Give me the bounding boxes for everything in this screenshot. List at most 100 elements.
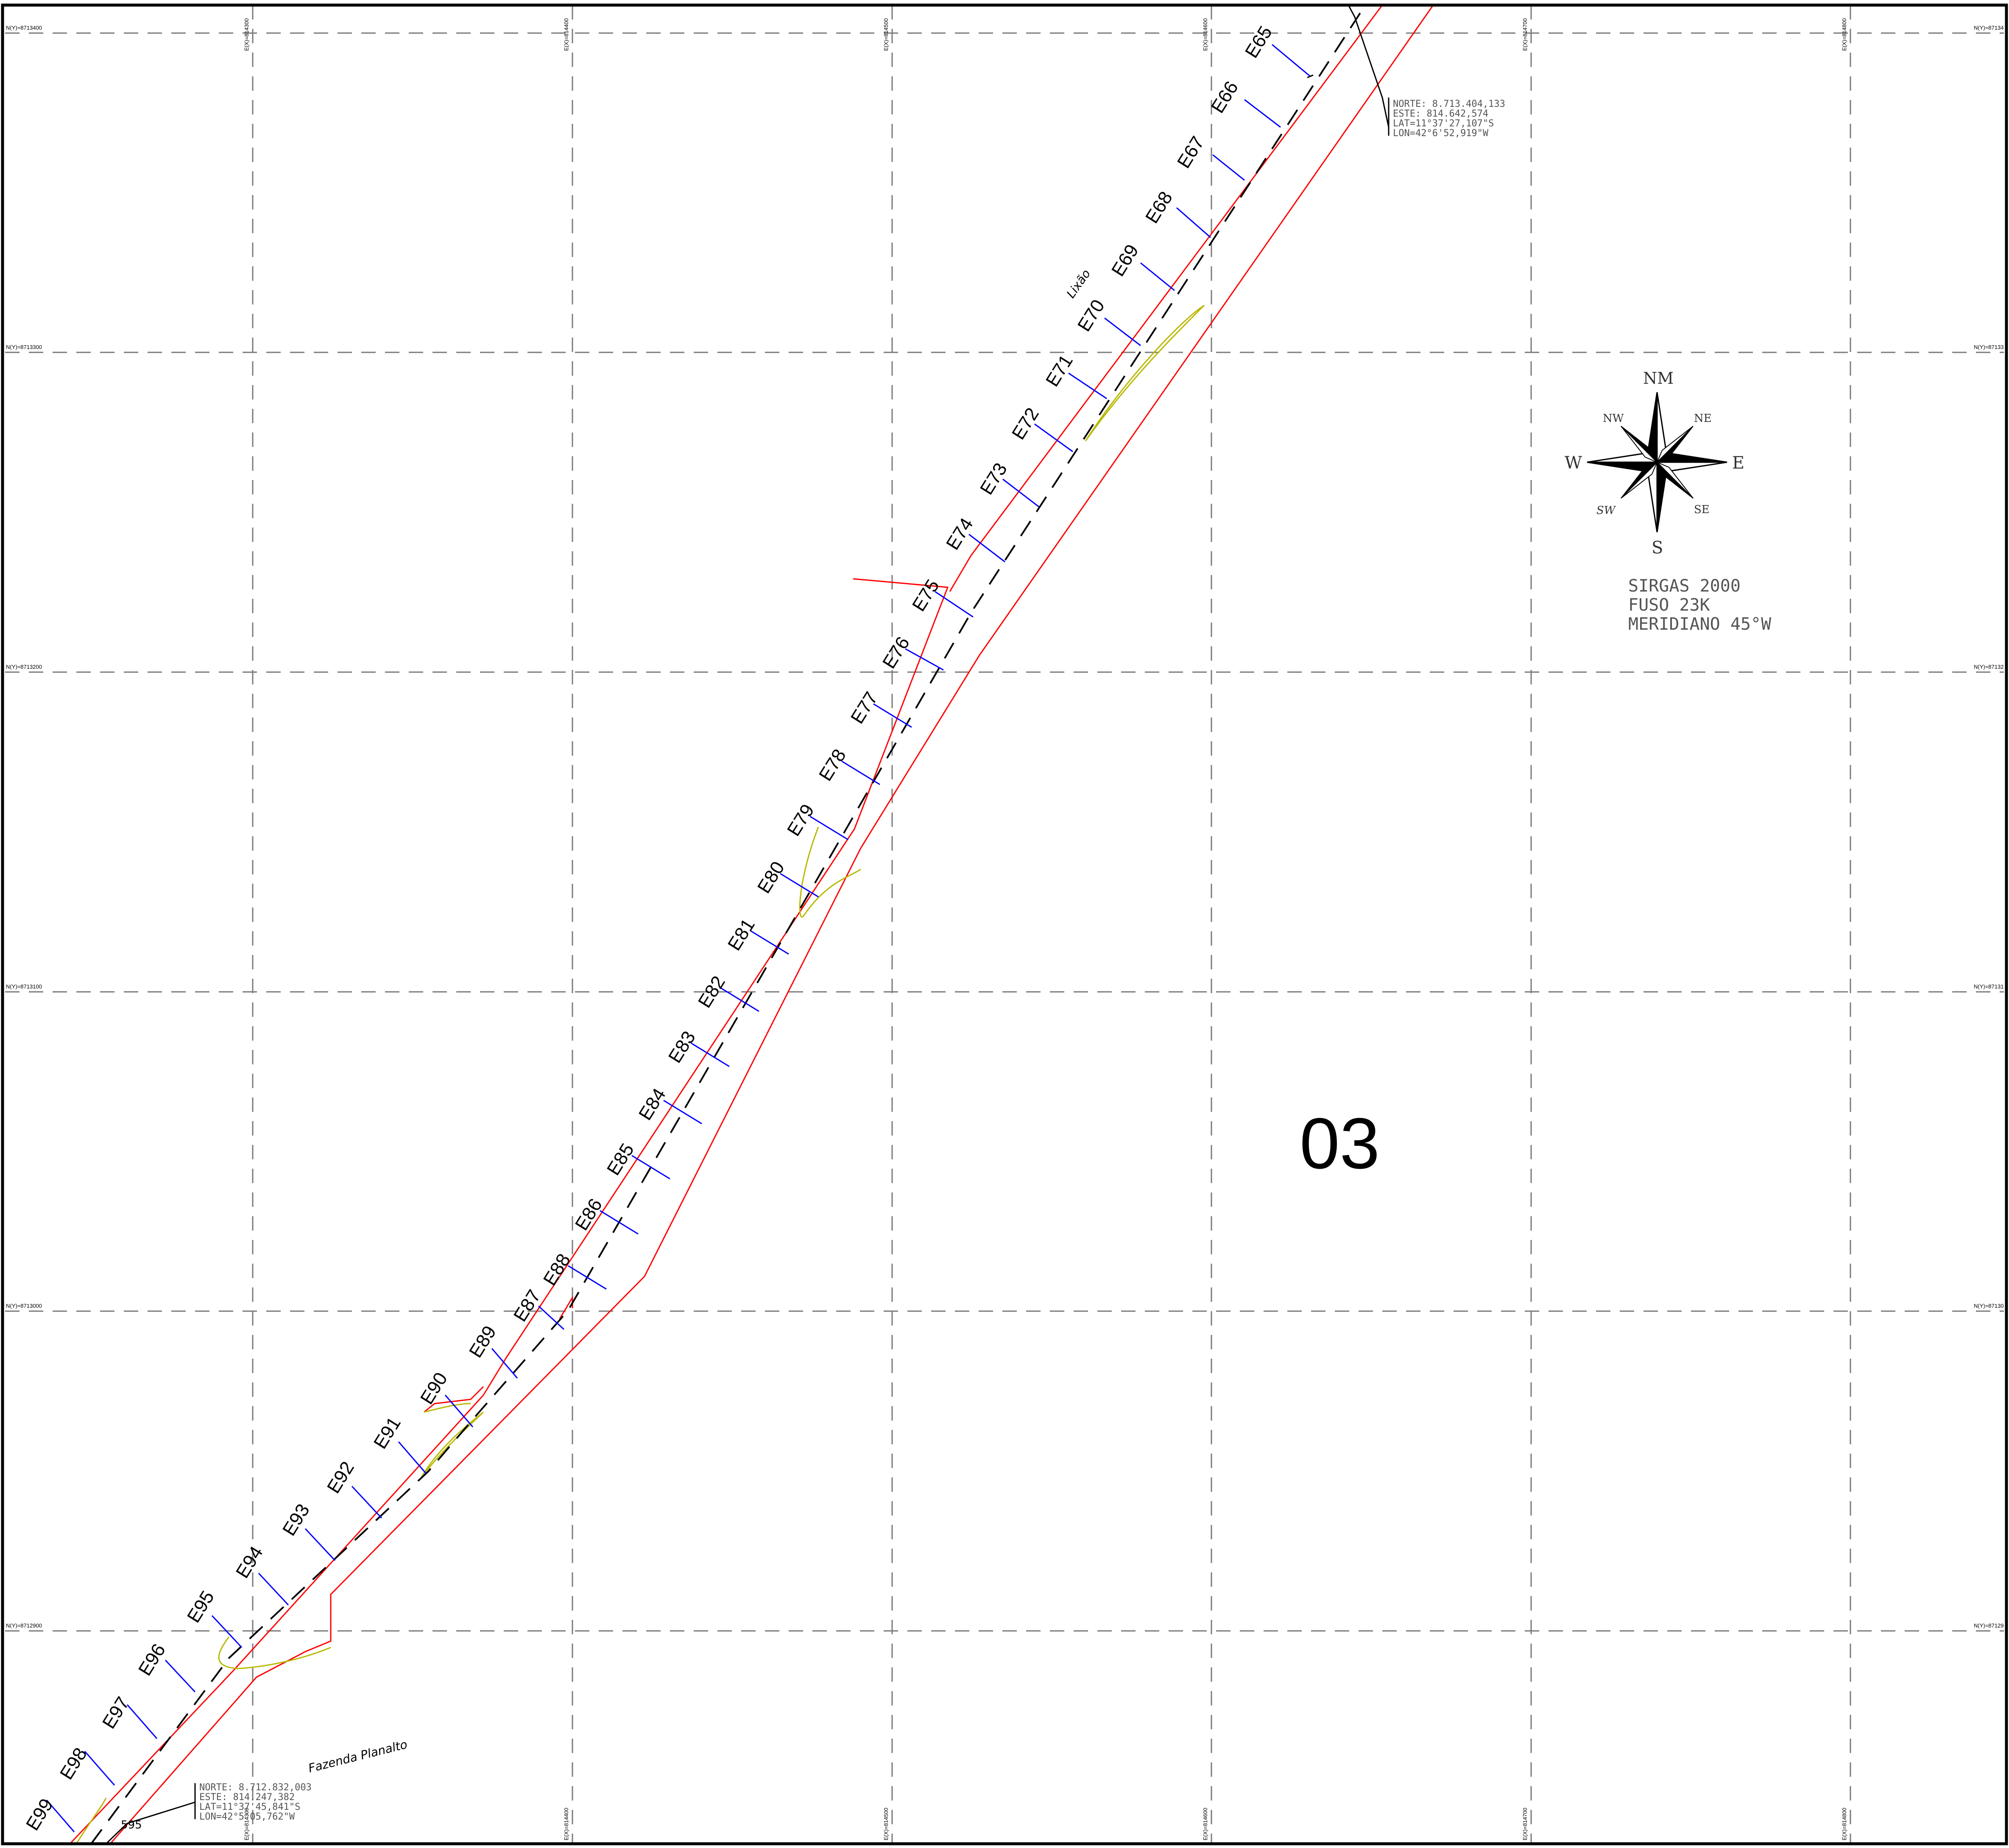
northing-label: N(Y)=8713300 <box>6 344 42 350</box>
station-label: E69 <box>1108 241 1143 280</box>
easting-label: E(X)=814800 <box>1841 18 1847 51</box>
station-label: E80 <box>753 858 789 897</box>
corridor-boundaries <box>69 5 1434 1845</box>
vegetation-outline <box>218 1636 331 1669</box>
station-E81: E81 <box>724 915 789 955</box>
station-label: E93 <box>279 1500 314 1539</box>
easting-label: E(X)=814700 <box>1522 18 1528 51</box>
compass-label-s: S <box>1652 538 1663 558</box>
station-tick-end <box>1307 74 1314 78</box>
station-tick <box>1244 99 1281 128</box>
station-E91: E91 <box>370 1413 427 1474</box>
station-E80: E80 <box>753 858 819 898</box>
map-frame <box>1 3 2008 1845</box>
station-E69: E69 <box>1108 241 1175 291</box>
vegetation-outline <box>424 1403 471 1413</box>
northing-label: N(Y)=8713400 <box>6 25 42 31</box>
station-E92: E92 <box>323 1458 382 1519</box>
station-tick <box>258 1572 289 1606</box>
station-tick <box>1002 478 1039 508</box>
station-tick <box>631 1155 670 1180</box>
station-E98: E98 <box>56 1744 115 1786</box>
station-label: E92 <box>323 1458 358 1497</box>
station-E94: E94 <box>232 1543 289 1606</box>
station-E70: E70 <box>1074 296 1141 346</box>
northing-label: N(Y)=87132 <box>1974 664 2003 670</box>
easting-label: E(X)=814400 <box>563 1808 569 1840</box>
compass-label-e: E <box>1732 453 1744 473</box>
northing-label: N(Y)=8712900 <box>6 1622 42 1629</box>
vegetation-outline <box>75 1798 107 1844</box>
station-label: E78 <box>815 745 850 784</box>
vegetation-features <box>75 304 1205 1844</box>
easting-label: E(X)=814600 <box>1202 1808 1208 1840</box>
northing-label: N(Y)=87134 <box>1974 25 2003 31</box>
easting-labels-bottom: E(X)=814300 E(X)=814400 E(X)=814500 E(X)… <box>243 1808 1847 1840</box>
station-label: E71 <box>1042 351 1077 390</box>
northing-labels-right: N(Y)=87134 N(Y)=87133 N(Y)=87132 N(Y)=87… <box>1974 25 2003 1629</box>
northing-label: N(Y)=87133 <box>1974 344 2003 350</box>
compass-label-sw: SW <box>1596 504 1616 517</box>
compass-rose: NM NE NW E W SE SW S <box>1565 369 1744 558</box>
bump-boundary <box>424 1386 484 1413</box>
station-label: E66 <box>1207 78 1242 117</box>
station-label: E97 <box>98 1693 134 1732</box>
northing-label: N(Y)=8713000 <box>6 1303 42 1309</box>
left-boundary-line <box>69 578 949 1845</box>
station-tick <box>538 1305 565 1330</box>
callout-norte: NORTE: 8.713.404,133 <box>1393 99 1505 109</box>
station-E86: E86 <box>571 1195 639 1235</box>
easting-label: E(X)=814400 <box>563 18 569 51</box>
station-label: E99 <box>22 1795 57 1834</box>
station-label: E74 <box>942 514 977 553</box>
station-tick <box>809 815 848 840</box>
station-E90: E90 <box>416 1369 474 1427</box>
station-tick <box>691 1042 730 1067</box>
right-boundary-line <box>109 5 1434 1844</box>
easting-label: E(X)=814300 <box>243 1808 250 1840</box>
station-tick <box>165 1659 196 1693</box>
datum-line-2: FUSO 23K <box>1628 595 1710 615</box>
station-tick <box>750 930 789 955</box>
station-tick <box>398 1441 427 1474</box>
station-E76: E76 <box>879 633 944 672</box>
station-tick <box>935 591 974 618</box>
datum-line-3: MERIDIANO 45°W <box>1628 614 1772 634</box>
point-label: 595 <box>121 1819 142 1831</box>
easting-labels-top: E(X)=814300 E(X)=814400 E(X)=814500 E(X)… <box>243 18 1847 51</box>
station-E99: E99 <box>22 1795 75 1834</box>
compass-label-nm: NM <box>1643 369 1674 388</box>
station-label: E81 <box>724 915 759 954</box>
compass-label-se: SE <box>1694 503 1710 516</box>
vegetation-outline <box>419 1411 484 1480</box>
station-tick <box>1272 44 1311 77</box>
station-tick <box>1176 207 1211 238</box>
station-tick <box>304 1528 336 1561</box>
callout-este: ESTE: 814.247,382 <box>199 1792 295 1803</box>
callout-leader <box>105 1801 195 1845</box>
station-tick <box>1212 154 1245 181</box>
coordinate-callout-bottom: NORTE: 8.712.832,003 ESTE: 814.247,382 L… <box>105 1782 312 1845</box>
compass-label-nw: NW <box>1603 412 1624 425</box>
callout-norte: NORTE: 8.712.832,003 <box>199 1782 312 1793</box>
station-marks: E65 E66 E67 E68 E69 E70 E71 E72 <box>22 22 1314 1834</box>
station-tick <box>1104 317 1141 346</box>
station-E66: E66 <box>1207 78 1281 128</box>
station-E77: E77 <box>847 688 912 728</box>
station-E65: E65 <box>1241 22 1314 78</box>
callout-lon: LON=42°5'05,762"W <box>199 1812 295 1822</box>
place-label-fazenda: Fazenda Planalto <box>307 1737 409 1775</box>
station-tick <box>841 760 880 785</box>
station-E75: E75 <box>908 576 974 618</box>
station-label: E96 <box>134 1640 170 1679</box>
station-E67: E67 <box>1173 133 1245 181</box>
station-label: E76 <box>879 633 914 672</box>
station-E89: E89 <box>465 1322 518 1379</box>
coordinate-callout-top: NORTE: 8.713.404,133 ESTE: 814.642,574 L… <box>1348 5 1505 139</box>
compass-icon <box>1587 392 1727 533</box>
station-tick <box>1068 372 1107 399</box>
station-tick <box>905 648 944 671</box>
station-label: E67 <box>1173 133 1208 172</box>
easting-label: E(X)=814700 <box>1522 1808 1528 1840</box>
